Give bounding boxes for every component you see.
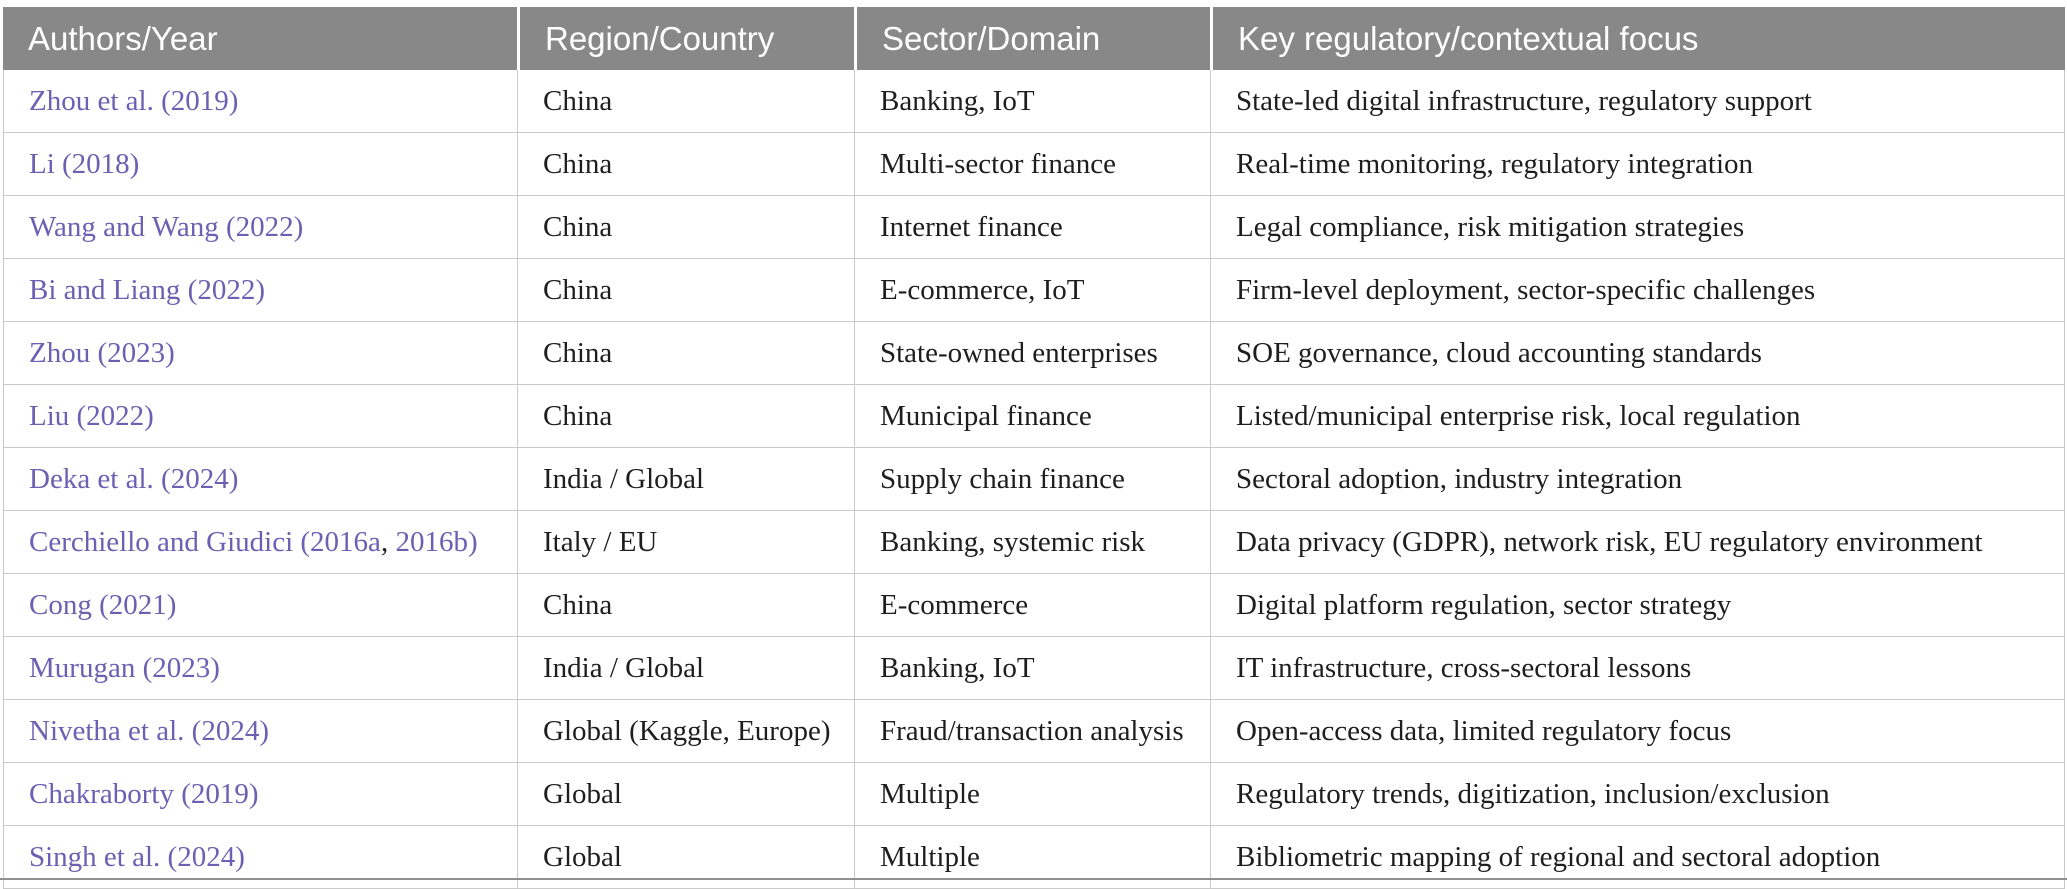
sector-cell: Fraud/transaction analysis (854, 700, 1210, 763)
sector-cell: Multiple (854, 763, 1210, 826)
table-row: Wang and Wang (2022) China Internet financ… (3, 196, 2065, 259)
sector-cell: Banking, IoT (854, 637, 1210, 700)
table-body: Zhou et al. (2019) China Banking, IoT State… (3, 70, 2065, 889)
focus-cell: IT infrastructure, cross-sectoral lesson… (1210, 637, 2065, 700)
citation-link[interactable]: Cerchiello and Giudici (2016a (29, 525, 381, 558)
col-header-authors-year: Authors/Year (3, 7, 517, 70)
authors-cell: Deka et al. (2024) (3, 448, 517, 511)
region-cell: India / Global (517, 637, 854, 700)
table-header: Authors/Year Region/Country Sector/Domai… (3, 7, 2065, 70)
focus-cell: Data privacy (GDPR), network risk, EU re… (1210, 511, 2065, 574)
authors-cell: Zhou (2023) (3, 322, 517, 385)
regulatory-studies-table: Authors/Year Region/Country Sector/Domai… (3, 7, 2065, 889)
authors-cell: Li (2018) (3, 133, 517, 196)
focus-cell: Firm-level deployment, sector-specific c… (1210, 259, 2065, 322)
regulatory-studies-table-wrap: Authors/Year Region/Country Sector/Domai… (3, 7, 2065, 889)
region-cell: India / Global (517, 448, 854, 511)
citation-link[interactable]: Wang and Wang (2022) (29, 210, 304, 243)
sector-cell: State-owned enterprises (854, 322, 1210, 385)
col-header-sector-domain: Sector/Domain (854, 7, 1210, 70)
region-cell: China (517, 322, 854, 385)
citation-link[interactable]: Li (2018) (29, 147, 140, 180)
authors-cell: Zhou et al. (2019) (3, 70, 517, 133)
citation-link[interactable]: Singh et al. (2024) (29, 840, 245, 873)
sector-cell: Multi-sector finance (854, 133, 1210, 196)
table-row: Zhou (2023) China State-owned enterprises S… (3, 322, 2065, 385)
table-row: Cerchiello and Giudici (2016a, 2016b) Ita… (3, 511, 2065, 574)
authors-cell: Cong (2021) (3, 574, 517, 637)
region-cell: Global (Kaggle, Europe) (517, 700, 854, 763)
table-row: Li (2018) China Multi-sector finance Real-t… (3, 133, 2065, 196)
region-cell: China (517, 70, 854, 133)
sector-cell: Banking, systemic risk (854, 511, 1210, 574)
citation-link[interactable]: Deka et al. (2024) (29, 462, 239, 495)
authors-cell: Chakraborty (2019) (3, 763, 517, 826)
region-cell: China (517, 385, 854, 448)
authors-cell: Liu (2022) (3, 385, 517, 448)
sector-cell: Internet finance (854, 196, 1210, 259)
authors-cell: Cerchiello and Giudici (2016a, 2016b) (3, 511, 517, 574)
focus-cell: Regulatory trends, digitization, inclusi… (1210, 763, 2065, 826)
authors-cell: Bi and Liang (2022) (3, 259, 517, 322)
region-cell: China (517, 574, 854, 637)
col-header-region-country: Region/Country (517, 7, 854, 70)
citation-link[interactable]: Chakraborty (2019) (29, 777, 259, 810)
sector-cell: Banking, IoT (854, 70, 1210, 133)
table-row: Deka et al. (2024) India / Global Supply c… (3, 448, 2065, 511)
focus-cell: Legal compliance, risk mitigation strate… (1210, 196, 2065, 259)
region-cell: China (517, 196, 854, 259)
sector-cell: Municipal finance (854, 385, 1210, 448)
table-row: Cong (2021) China E-commerce Digital platfo… (3, 574, 2065, 637)
table-row: Nivetha et al. (2024) Global (Kaggle, Eur… (3, 700, 2065, 763)
region-cell: Italy / EU (517, 511, 854, 574)
table-row: Liu (2022) China Municipal finance Listed/m… (3, 385, 2065, 448)
authors-cell: Nivetha et al. (2024) (3, 700, 517, 763)
table-bottom-rule (0, 878, 2067, 880)
table-row: Murugan (2023) India / Global Banking, IoT… (3, 637, 2065, 700)
citation-link[interactable]: Zhou et al. (2019) (29, 84, 239, 117)
authors-cell: Murugan (2023) (3, 637, 517, 700)
citation-link[interactable]: Cong (2021) (29, 588, 177, 621)
region-cell: Global (517, 763, 854, 826)
authors-cell: Wang and Wang (2022) (3, 196, 517, 259)
region-cell: China (517, 133, 854, 196)
table-row: Zhou et al. (2019) China Banking, IoT State… (3, 70, 2065, 133)
sector-cell: Supply chain finance (854, 448, 1210, 511)
citation-separator: , (380, 525, 396, 558)
citation-link[interactable]: Murugan (2023) (29, 651, 220, 684)
table-row: Chakraborty (2019) Global Multiple Regulato… (3, 763, 2065, 826)
col-header-key-focus: Key regulatory/contextual focus (1210, 7, 2065, 70)
focus-cell: Open-access data, limited regulatory foc… (1210, 700, 2065, 763)
focus-cell: SOE governance, cloud accounting standar… (1210, 322, 2065, 385)
citation-link[interactable]: Bi and Liang (2022) (29, 273, 265, 306)
focus-cell: Real-time monitoring, regulatory integra… (1210, 133, 2065, 196)
table-row: Bi and Liang (2022) China E-commerce, IoT F… (3, 259, 2065, 322)
citation-link[interactable]: Liu (2022) (29, 399, 154, 432)
focus-cell: Listed/municipal enterprise risk, local … (1210, 385, 2065, 448)
sector-cell: E-commerce (854, 574, 1210, 637)
sector-cell: E-commerce, IoT (854, 259, 1210, 322)
header-row: Authors/Year Region/Country Sector/Domai… (3, 7, 2065, 70)
focus-cell: Sectoral adoption, industry integration (1210, 448, 2065, 511)
citation-link[interactable]: Nivetha et al. (2024) (29, 714, 269, 747)
focus-cell: State-led digital infrastructure, regula… (1210, 70, 2065, 133)
region-cell: China (517, 259, 854, 322)
focus-cell: Digital platform regulation, sector stra… (1210, 574, 2065, 637)
citation-link[interactable]: 2016b) (395, 525, 478, 558)
citation-link[interactable]: Zhou (2023) (29, 336, 175, 369)
